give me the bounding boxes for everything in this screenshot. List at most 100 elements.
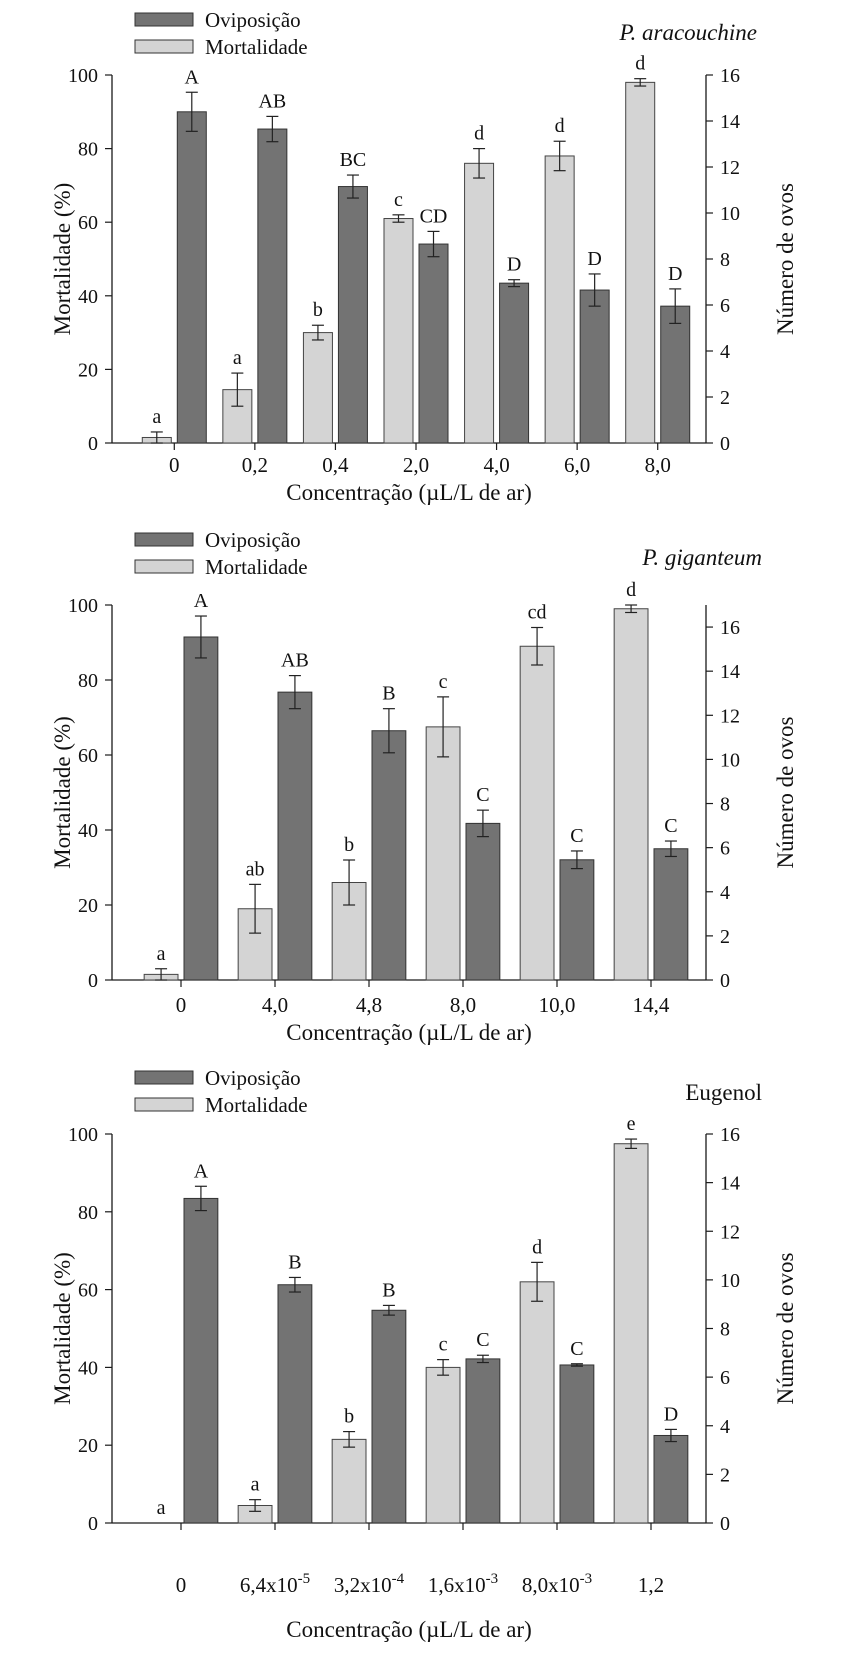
chart-panel-2: 0 20 40 60 80 100 0 2 4 6 8 10 12 14 16 Mortalidade (%)… (50, 528, 798, 1045)
letter-oviposicao: D (664, 1403, 678, 1425)
y2-tick-label: 10 (720, 1270, 740, 1292)
letter-mortalidade: a (251, 1474, 260, 1496)
x-tick-label: 4,0 (262, 993, 288, 1017)
bar-mortalidade (425, 726, 461, 981)
bar-oviposicao (277, 1284, 313, 1524)
x-tick-label: 0 (169, 453, 180, 477)
letter-mortalidade: d (532, 1236, 542, 1258)
letter-mortalidade: a (152, 406, 161, 428)
y2-tick-label: 16 (720, 1124, 740, 1146)
y2-tick-label: 0 (720, 433, 730, 455)
letter-mortalidade: c (439, 671, 448, 693)
letter-oviposicao: A (185, 66, 200, 88)
y2-axis-title: Número de ovos (773, 716, 798, 868)
letter-mortalidade: b (313, 299, 323, 321)
letter-oviposicao: C (570, 825, 583, 847)
letter-mortalidade: a (157, 1497, 166, 1519)
letter-oviposicao: AB (281, 650, 309, 672)
bar-oviposicao (653, 1434, 689, 1524)
bar-oviposicao (277, 691, 313, 981)
y-tick-label: 80 (78, 1202, 98, 1224)
legend: Oviposição Mortalidade (134, 8, 308, 59)
x-tick-label: 3,2x10-4 (334, 1571, 405, 1597)
bar-oviposicao (499, 282, 530, 444)
y2-tick-label: 8 (720, 249, 730, 271)
letter-oviposicao: BC (340, 149, 367, 171)
y2-tick-label: 2 (720, 1464, 730, 1486)
y2-tick-label: 10 (720, 749, 740, 771)
y-tick-label: 0 (88, 433, 98, 455)
letter-mortalidade: d (626, 579, 636, 601)
legend-label-1: Oviposição (205, 1066, 301, 1090)
y-tick-label: 60 (78, 1280, 98, 1302)
chart-panel-3: 0 20 40 60 80 100 0 2 4 6 8 10 12 14 16 Mortalidade (%)… (50, 1066, 798, 1642)
legend-label-1: Oviposição (205, 528, 301, 552)
letter-oviposicao: A (194, 590, 209, 612)
y2-tick-label: 0 (720, 970, 730, 992)
letter-mortalidade: e (627, 1113, 636, 1135)
bar-oviposicao (465, 1358, 501, 1524)
bar-oviposicao (371, 730, 407, 981)
y-axis-title: Mortalidade (%) (50, 183, 75, 336)
x-tick-exponent: -5 (298, 1571, 311, 1587)
bar-mortalidade (302, 332, 333, 444)
letter-oviposicao: C (664, 815, 677, 837)
y2-tick-label: 14 (720, 1173, 740, 1195)
bar-mortalidade (331, 1438, 367, 1524)
legend-label-2: Mortalidade (205, 1093, 308, 1117)
bar-oviposicao (559, 1364, 595, 1524)
x-tick-label: 1,6x10-3 (428, 1571, 498, 1597)
x-tick-label: 14,4 (633, 993, 670, 1017)
y-tick-label: 100 (68, 595, 98, 617)
legend-swatch-1 (134, 12, 194, 27)
chart-title: P. giganteum (641, 545, 762, 570)
x-tick-base: 0 (176, 1573, 187, 1597)
bar-oviposicao (371, 1309, 407, 1524)
letter-oviposicao: A (194, 1160, 209, 1182)
y2-tick-label: 12 (720, 157, 740, 179)
letter-oviposicao: B (288, 1251, 301, 1273)
chart-title: Eugenol (685, 1080, 762, 1105)
x-tick-label: 0,2 (242, 453, 268, 477)
y-tick-label: 20 (78, 359, 98, 381)
y2-tick-label: 8 (720, 794, 730, 816)
y2-tick-label: 10 (720, 203, 740, 225)
y2-tick-label: 8 (720, 1319, 730, 1341)
y-tick-label: 100 (68, 1124, 98, 1146)
legend-swatch-1 (134, 532, 194, 547)
bar-mortalidade (464, 162, 495, 444)
legend: Oviposição Mortalidade (134, 1066, 308, 1117)
x-tick-base: 3,2x10 (334, 1573, 392, 1597)
letter-mortalidade: ab (246, 858, 265, 880)
y2-tick-label: 0 (720, 1513, 730, 1535)
y-tick-label: 0 (88, 970, 98, 992)
y-axis-title: Mortalidade (%) (50, 716, 75, 869)
x-tick-exponent: -3 (580, 1571, 593, 1587)
legend-swatch-2 (134, 39, 194, 54)
x-tick-label: 2,0 (403, 453, 429, 477)
bar-oviposicao (653, 848, 689, 981)
bar-mortalidade (613, 608, 649, 981)
letter-oviposicao: C (476, 1329, 489, 1351)
y2-tick-label: 6 (720, 838, 730, 860)
y-tick-label: 40 (78, 1357, 98, 1379)
bar-oviposicao (660, 305, 691, 444)
x-axis-title: Concentração (µL/L de ar) (286, 480, 531, 505)
x-tick-label: 6,4x10-5 (240, 1571, 310, 1597)
letter-oviposicao: D (587, 248, 601, 270)
y2-tick-label: 12 (720, 1221, 740, 1243)
bar-oviposicao (559, 859, 595, 981)
y-tick-label: 0 (88, 1513, 98, 1535)
x-tick-exponent: -3 (486, 1571, 499, 1587)
legend-swatch-2 (134, 559, 194, 574)
y-tick-label: 40 (78, 286, 98, 308)
x-tick-label: 8,0 (450, 993, 476, 1017)
y2-tick-label: 16 (720, 65, 740, 87)
x-tick-label: 6,0 (564, 453, 590, 477)
bar-mortalidade (519, 645, 555, 981)
bar-oviposicao (183, 636, 219, 981)
bar-mortalidade (544, 155, 575, 444)
legend-label-2: Mortalidade (205, 555, 308, 579)
letter-oviposicao: C (476, 784, 489, 806)
